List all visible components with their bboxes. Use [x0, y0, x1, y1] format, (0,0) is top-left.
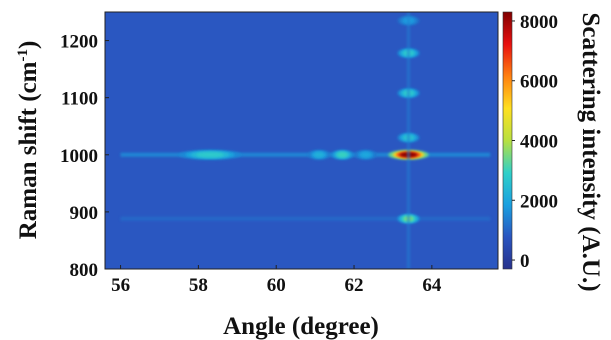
colorbar: [502, 11, 513, 270]
y-axis-title: Raman shift (cm-1): [15, 41, 42, 240]
peak-mark: [360, 152, 371, 158]
x-tick-label: 58: [189, 275, 208, 296]
plot-frame: [104, 11, 499, 270]
x-axis-title: Angle (degree): [223, 313, 379, 340]
colorbar-tick-label: 6000: [520, 72, 558, 93]
y-tick-label: 1000: [60, 146, 98, 167]
x-tick-label: 64: [422, 275, 442, 296]
y-tick-label: 1100: [61, 89, 98, 110]
band-mark: [120, 152, 491, 157]
x-tick-label: 60: [267, 275, 286, 296]
x-tick-label: 56: [111, 275, 130, 296]
plot-background: [105, 12, 498, 269]
colorbar-tick-label: 8000: [520, 12, 558, 33]
colorbar-tick-label: 4000: [520, 132, 558, 153]
y-tick-label: 900: [70, 203, 99, 224]
peak-mark: [337, 152, 348, 158]
band-mark: [120, 216, 491, 221]
y-tick-label: 800: [70, 260, 99, 281]
y-tick-label: 1200: [60, 32, 98, 53]
colorbar-tick-label: 0: [520, 251, 530, 272]
colorbar-title: Scattering intensity (A.U.): [577, 12, 604, 291]
x-tick-label: 62: [345, 275, 364, 296]
peak-mark: [314, 152, 324, 158]
peak-mark: [196, 152, 224, 158]
angle-streak: [407, 12, 411, 269]
colorbar-tick-label: 2000: [520, 191, 558, 212]
